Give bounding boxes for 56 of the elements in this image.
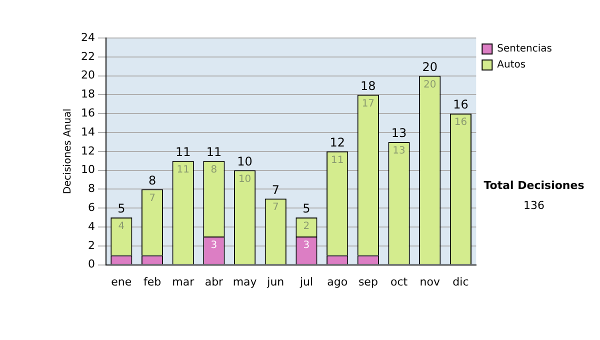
data-label: 4 <box>118 221 125 232</box>
x-tick-label: abr <box>204 275 224 288</box>
y-tick-label: 18 <box>80 88 95 101</box>
data-label: 16 <box>454 117 468 128</box>
data-label: 20 <box>424 79 436 90</box>
y-tick-label: 0 <box>88 258 95 271</box>
total-label: 11 <box>206 144 222 159</box>
y-tick-label: 24 <box>80 30 95 44</box>
total-label: 5 <box>118 202 126 216</box>
data-label: 13 <box>392 146 406 157</box>
data-label: 17 <box>362 98 375 110</box>
data-label: 2 <box>303 221 310 232</box>
data-label: 3 <box>210 240 218 252</box>
x-tick-label: dic <box>452 275 469 288</box>
data-label: 7 <box>149 192 156 204</box>
total-label: 20 <box>422 60 438 74</box>
x-tick-label: ago <box>327 275 348 288</box>
total-label: 8 <box>148 173 156 188</box>
x-tick-label: feb <box>143 275 162 288</box>
total-label: 18 <box>360 78 376 93</box>
y-tick-label: 16 <box>80 106 95 120</box>
total-label: 10 <box>237 154 252 168</box>
total-label: 5 <box>302 202 310 216</box>
y-tick-label: 10 <box>80 163 95 176</box>
data-label: 11 <box>330 154 344 166</box>
data-label: 3 <box>303 240 310 252</box>
total-label: 13 <box>391 126 407 140</box>
x-tick-label: oct <box>390 275 408 288</box>
y-tick-label: 20 <box>80 68 95 82</box>
total-label: 11 <box>175 144 191 159</box>
total-label: 12 <box>330 136 345 150</box>
x-tick-label: ene <box>111 275 132 288</box>
x-tick-label: may <box>232 275 258 288</box>
x-tick-label: jun <box>266 275 284 288</box>
y-tick-label: 6 <box>88 200 95 214</box>
x-tick-label: jul <box>298 275 314 288</box>
text: 136 <box>524 198 544 212</box>
data-label: 8 <box>210 164 218 176</box>
y-tick-label: 12 <box>80 144 95 158</box>
y-tick-label: 8 <box>88 182 95 196</box>
legend-label: Sentencias <box>497 44 552 55</box>
x-tick-label: nov <box>420 275 440 288</box>
x-tick-label: sep <box>358 275 378 288</box>
y-tick-label: 22 <box>80 50 95 63</box>
data-label: 10 <box>238 174 252 185</box>
total-label: 7 <box>272 182 280 197</box>
data-label: 7 <box>272 202 279 214</box>
text: Total Decisiones <box>484 178 585 192</box>
y-tick-label: 2 <box>88 238 95 252</box>
total-label: 16 <box>453 98 468 112</box>
legend-label: Autos <box>497 60 526 71</box>
y-tick-label: 4 <box>88 220 95 233</box>
y-tick-label: 14 <box>80 125 95 138</box>
x-tick-label: mar <box>172 275 195 288</box>
y-axis-title: Decisiones Anual <box>62 108 74 194</box>
data-label: 11 <box>176 164 190 176</box>
